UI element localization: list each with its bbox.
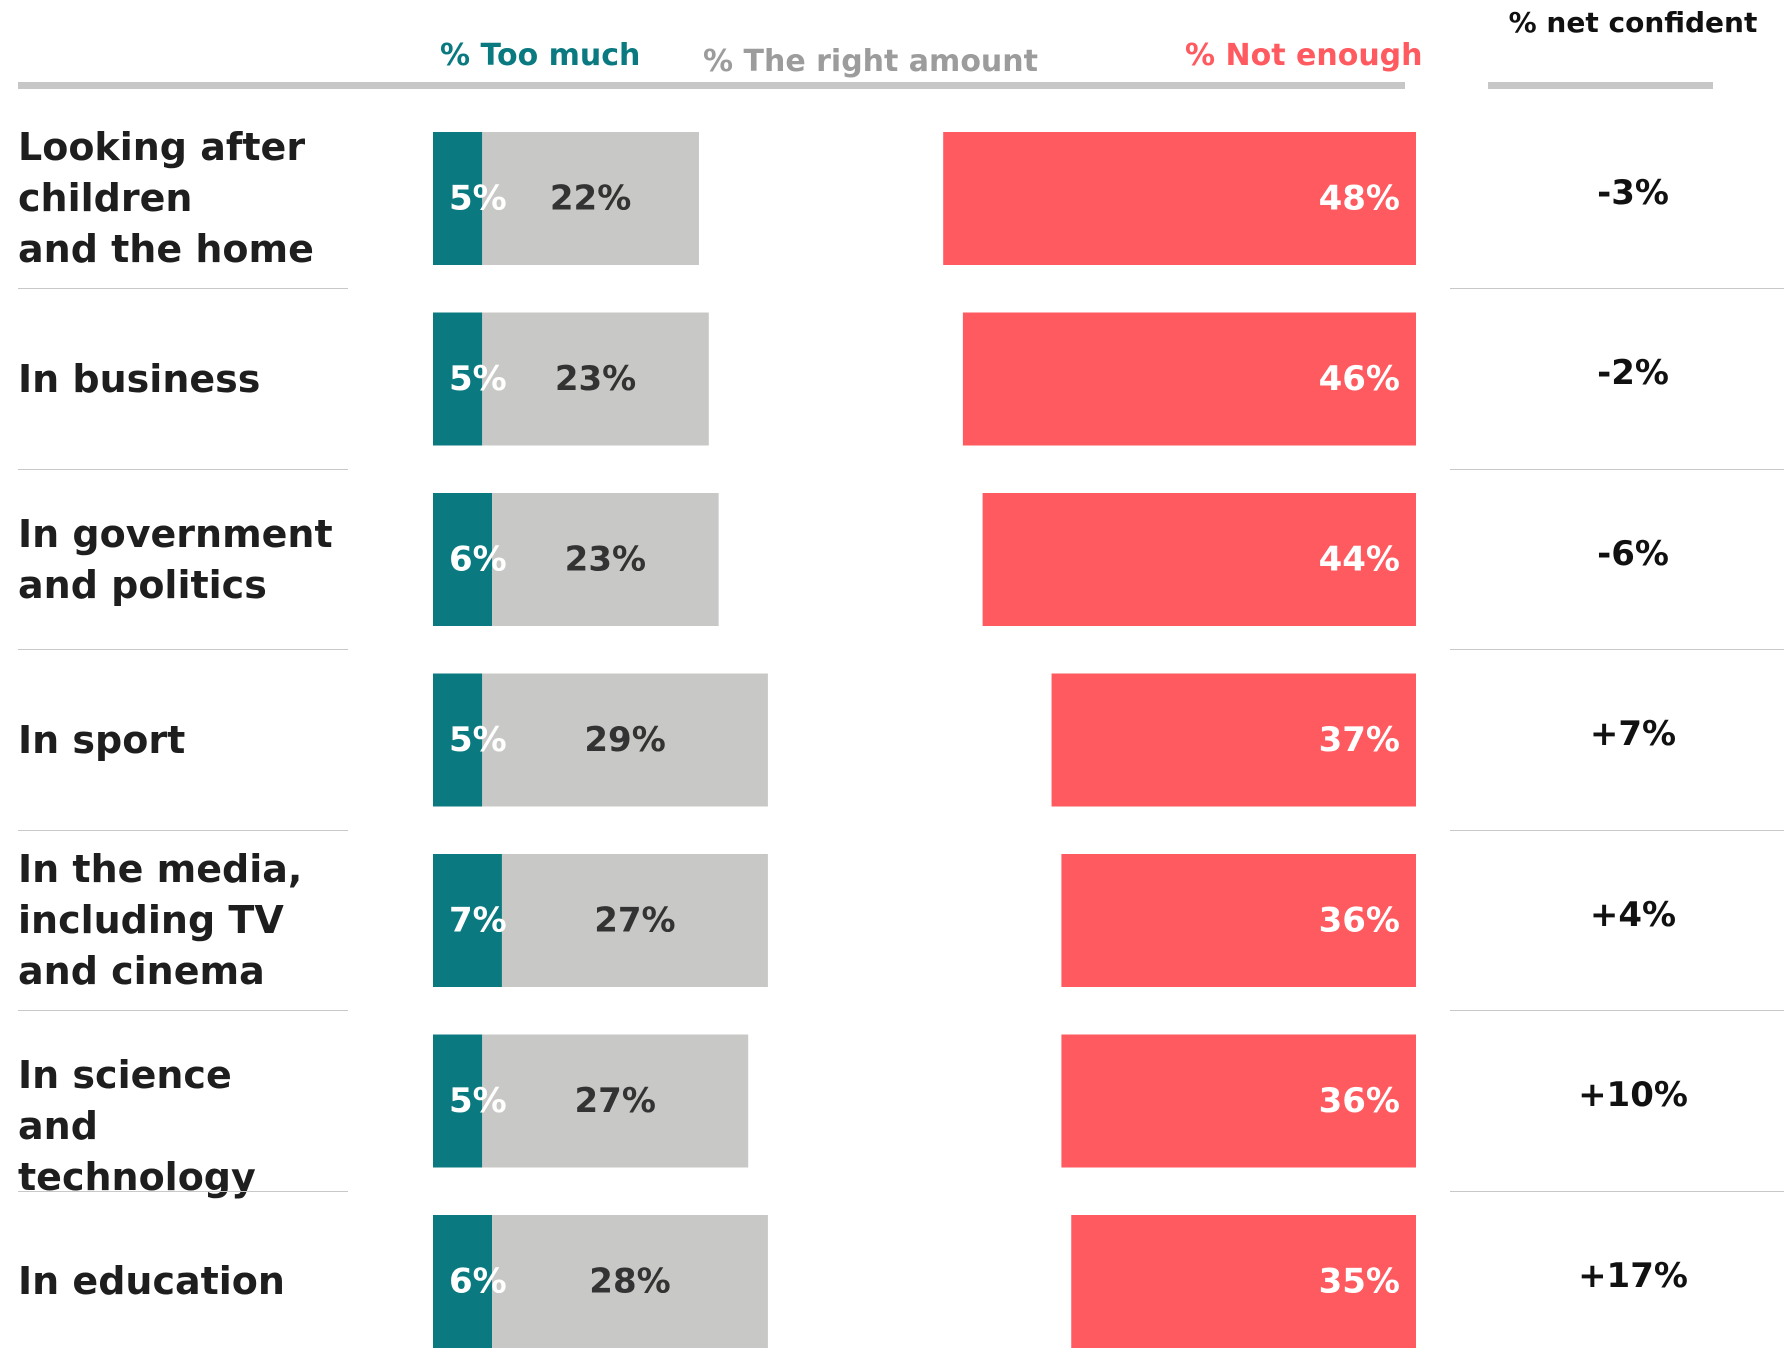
label-right-amount: 29% (584, 720, 665, 760)
row-label: In government and politics (18, 511, 333, 607)
row-separator (18, 649, 348, 650)
row-separator (18, 1010, 348, 1011)
label-right-amount: 27% (594, 901, 675, 941)
row-separator (18, 288, 348, 289)
row-label: In business (18, 356, 261, 401)
row-separator (18, 1190, 348, 1192)
row-separator-net (1450, 1010, 1784, 1011)
bar-right-amount (482, 132, 699, 265)
net-confident-header: % net confident (1508, 6, 1758, 39)
label-too-much: 6% (449, 1262, 507, 1302)
net-confident-value: -2% (1597, 353, 1669, 393)
bar-not-enough (1071, 1215, 1416, 1348)
row-separator-net (1450, 829, 1784, 831)
label-not-enough: 37% (1319, 720, 1400, 760)
bar-too-much (433, 1034, 483, 1168)
row-label: Looking after children and the home (18, 125, 314, 271)
bar-right-amount (482, 312, 709, 446)
label-not-enough: 35% (1319, 1262, 1400, 1302)
row-separator-net (1450, 468, 1784, 470)
bar-not-enough (1061, 854, 1416, 987)
bar-right-amount (482, 1034, 749, 1168)
bar-too-much (433, 132, 483, 265)
bar-too-much (433, 493, 493, 626)
bar-not-enough (982, 493, 1416, 626)
row-label: In science and technology (18, 1053, 256, 1199)
label-right-amount: 22% (550, 179, 631, 219)
row-separator (18, 468, 348, 470)
bar-right-amount (492, 493, 719, 626)
bar-too-much (433, 854, 502, 987)
row-label: In the media, including TV and cinema (18, 847, 303, 993)
legend-too-much: % Too much (440, 38, 641, 73)
legend-right-amount: % The right amount (703, 44, 1038, 79)
net-confident-value: +7% (1589, 714, 1677, 754)
bar-too-much (433, 673, 483, 807)
row-separator (18, 829, 348, 831)
row-separator-net (1450, 288, 1784, 289)
bar-not-enough (943, 132, 1416, 265)
label-right-amount: 23% (555, 359, 636, 399)
label-too-much: 5% (449, 359, 507, 399)
bar-too-much (433, 312, 483, 446)
row-label: In education (18, 1259, 285, 1303)
bar-right-amount (482, 673, 768, 807)
label-not-enough: 44% (1319, 540, 1400, 580)
bar-not-enough (1051, 673, 1416, 807)
row-label: In sport (18, 717, 186, 762)
label-too-much: 7% (449, 901, 507, 941)
net-confident-value: -6% (1597, 533, 1669, 574)
label-not-enough: 36% (1319, 1081, 1400, 1121)
label-right-amount: 23% (565, 540, 646, 580)
label-right-amount: 28% (589, 1262, 670, 1302)
label-not-enough: 48% (1319, 179, 1400, 219)
net-confident-value: +10% (1578, 1075, 1688, 1115)
label-too-much: 6% (449, 540, 507, 580)
bar-right-amount (492, 1215, 768, 1348)
bar-too-much (433, 1215, 493, 1348)
row-separator-net (1450, 649, 1784, 650)
label-right-amount: 27% (575, 1081, 656, 1121)
label-not-enough: 46% (1319, 359, 1400, 399)
row-separator-net (1450, 1190, 1784, 1192)
net-confident-value: -3% (1597, 172, 1669, 213)
bar-not-enough (1061, 1034, 1416, 1168)
net-header-rule (1488, 82, 1713, 89)
legend-not-enough: % Not enough (1185, 38, 1423, 73)
label-too-much: 5% (449, 1081, 507, 1121)
net-confident-value: +4% (1589, 894, 1677, 935)
bar-right-amount (501, 854, 768, 987)
label-too-much: 5% (449, 720, 507, 760)
label-not-enough: 36% (1319, 901, 1400, 941)
label-too-much: 5% (449, 179, 507, 219)
bar-not-enough (962, 312, 1416, 446)
header-rule (18, 82, 1405, 89)
net-confident-value: +17% (1578, 1255, 1688, 1296)
